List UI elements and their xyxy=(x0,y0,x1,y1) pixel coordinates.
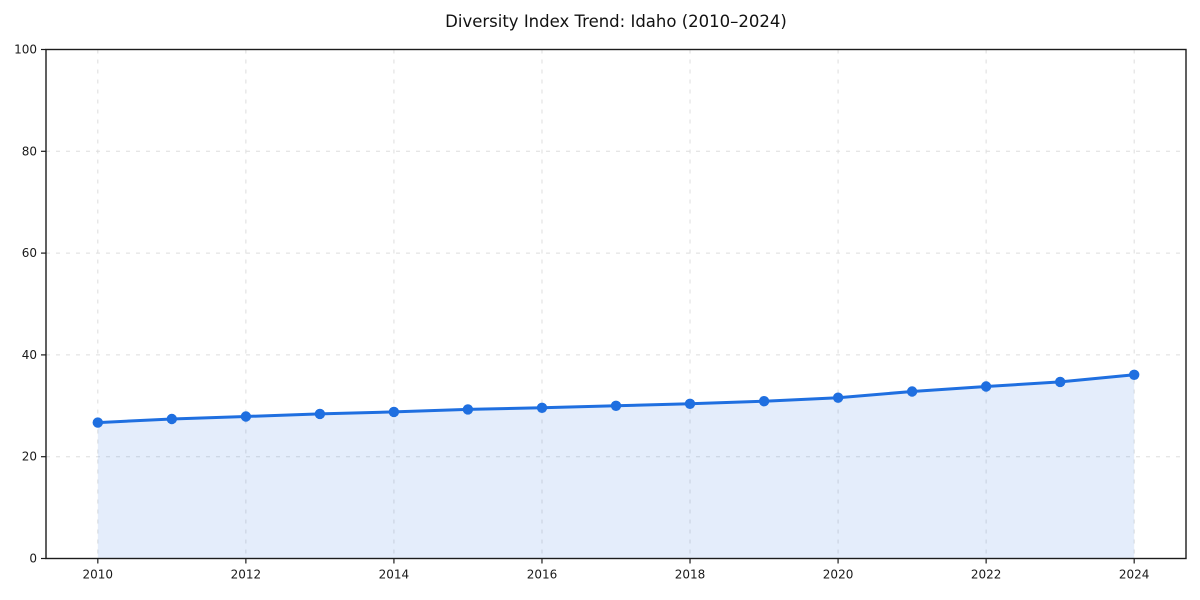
y-tick-label-20: 20 xyxy=(22,450,37,464)
data-point-2012 xyxy=(240,411,252,422)
x-tick-label-2018: 2018 xyxy=(675,568,706,582)
x-tick-label-2024: 2024 xyxy=(1119,568,1150,582)
x-tick-label-2010: 2010 xyxy=(83,568,114,582)
tick-label-layer: 0 20 40 60 80 100 2010 2012 2014 2016 2018 2020 2022… xyxy=(14,43,1149,582)
data-point-2010 xyxy=(92,417,104,428)
x-tick-label-2022: 2022 xyxy=(971,568,1002,582)
data-point-2019 xyxy=(758,396,770,407)
data-point-2014 xyxy=(388,406,400,418)
series-layer xyxy=(92,369,1140,559)
y-tick-label-80: 80 xyxy=(22,144,37,158)
area-fill xyxy=(97,374,1135,559)
axes-layer xyxy=(41,48,1187,564)
data-point-2023 xyxy=(1055,376,1066,388)
data-point-2017 xyxy=(610,400,622,411)
data-point-2015 xyxy=(462,404,474,415)
data-point-2016 xyxy=(536,402,548,413)
data-point-2020 xyxy=(832,392,844,403)
data-point-2011 xyxy=(166,413,177,425)
y-tick-label-40: 40 xyxy=(22,348,37,362)
x-tick-label-2012: 2012 xyxy=(231,568,262,582)
data-point-2021 xyxy=(906,386,918,397)
y-tick-label-100: 100 xyxy=(14,43,37,57)
x-tick-label-2014: 2014 xyxy=(379,568,410,582)
x-tick-label-2016: 2016 xyxy=(527,568,558,582)
chart-title: Diversity Index Trend: Idaho (2010–2024) xyxy=(445,12,787,31)
y-tick-label-0: 0 xyxy=(29,552,37,566)
y-tick-label-60: 60 xyxy=(22,246,37,260)
data-point-2018 xyxy=(684,398,696,409)
data-point-2024 xyxy=(1129,369,1140,380)
plot-border xyxy=(45,48,1187,560)
data-point-2022 xyxy=(980,381,992,392)
data-point-2013 xyxy=(314,408,326,420)
x-tick-label-2020: 2020 xyxy=(823,568,854,582)
